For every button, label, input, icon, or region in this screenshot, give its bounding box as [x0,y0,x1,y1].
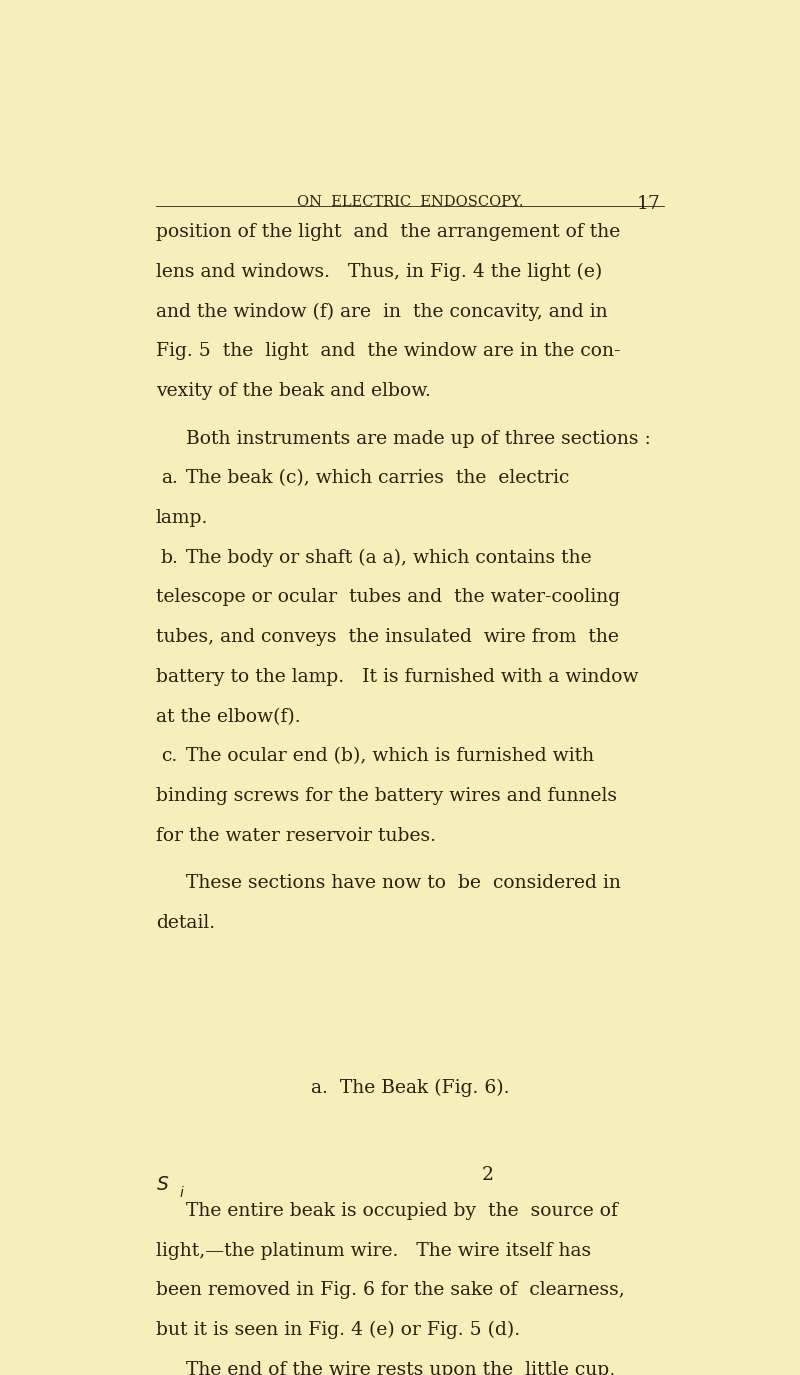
Text: Fig. 5  the  light  and  the window are in the con-: Fig. 5 the light and the window are in t… [156,342,620,360]
Text: telescope or ocular  tubes and  the water-cooling: telescope or ocular tubes and the water-… [156,588,620,606]
Text: 2: 2 [482,1166,494,1184]
Text: 17: 17 [638,195,661,213]
Text: c.: c. [161,747,177,766]
Text: battery to the lamp.   It is furnished with a window: battery to the lamp. It is furnished wit… [156,668,638,686]
Text: lens and windows.   Thus, in Fig. 4 the light (e): lens and windows. Thus, in Fig. 4 the li… [156,263,602,280]
Text: been removed in Fig. 6 for the sake of  clearness,: been removed in Fig. 6 for the sake of c… [156,1282,625,1299]
Text: The end of the wire rests upon the  little cup,: The end of the wire rests upon the littl… [186,1361,615,1375]
Text: and the window (f) are  in  the concavity, and in: and the window (f) are in the concavity,… [156,302,607,320]
Text: but it is seen in Fig. 4 (e) or Fig. 5 (d).: but it is seen in Fig. 4 (e) or Fig. 5 (… [156,1321,520,1339]
Text: The ocular end (b), which is furnished with: The ocular end (b), which is furnished w… [186,747,594,766]
Text: $\mathit{i}$: $\mathit{i}$ [179,1185,186,1200]
Text: detail.: detail. [156,914,215,932]
Text: $\mathit{S}$: $\mathit{S}$ [156,1176,169,1194]
Text: The beak (c), which carries  the  electric: The beak (c), which carries the electric [186,469,569,487]
Text: for the water reservoir tubes.: for the water reservoir tubes. [156,826,436,844]
Text: binding screws for the battery wires and funnels: binding screws for the battery wires and… [156,786,617,804]
Text: a.: a. [161,469,178,487]
Text: These sections have now to  be  considered in: These sections have now to be considered… [186,874,621,892]
Text: at the elbow(f).: at the elbow(f). [156,708,301,726]
Text: b.: b. [161,549,178,566]
Text: lamp.: lamp. [156,509,208,527]
Text: Both instruments are made up of three sections :: Both instruments are made up of three se… [186,429,650,448]
Text: The entire beak is occupied by  the  source of: The entire beak is occupied by the sourc… [186,1202,618,1220]
Text: vexity of the beak and elbow.: vexity of the beak and elbow. [156,382,430,400]
Text: position of the light  and  the arrangement of the: position of the light and the arrangemen… [156,223,620,241]
Text: tubes, and conveys  the insulated  wire from  the: tubes, and conveys the insulated wire fr… [156,628,618,646]
Text: ON  ELECTRIC  ENDOSCOPY.: ON ELECTRIC ENDOSCOPY. [297,195,523,209]
Text: The body or shaft (a a), which contains the: The body or shaft (a a), which contains … [186,549,591,566]
Text: light,—the platinum wire.   The wire itself has: light,—the platinum wire. The wire itsel… [156,1242,591,1260]
Text: a.  The Beak (Fig. 6).: a. The Beak (Fig. 6). [310,1079,510,1097]
